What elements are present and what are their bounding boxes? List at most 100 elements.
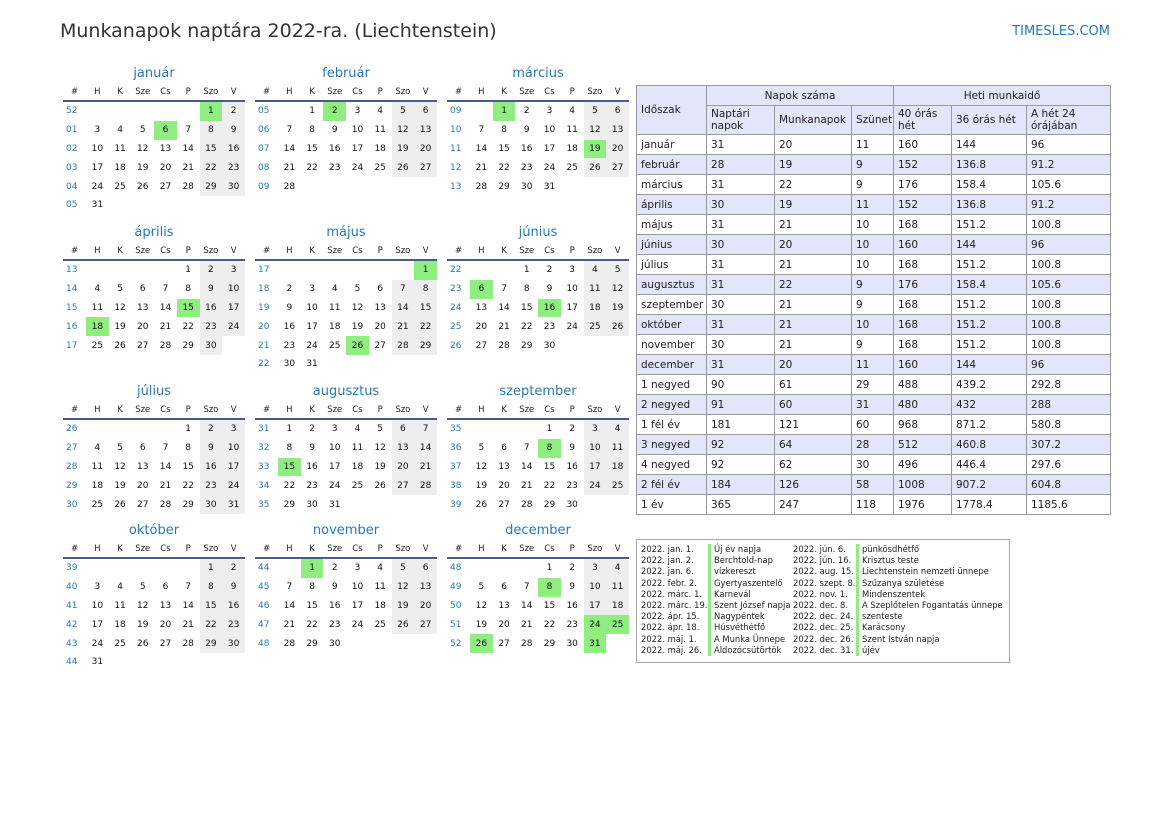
day-header: # bbox=[63, 540, 86, 559]
day-header: H bbox=[86, 540, 109, 559]
day-cell: 17 bbox=[222, 298, 245, 318]
summary-cell: 496 bbox=[893, 454, 952, 475]
day-cell: 25 bbox=[91, 499, 104, 510]
summary-cell: 90 bbox=[706, 374, 775, 395]
day-cell bbox=[346, 355, 369, 374]
day-cell: 20 bbox=[414, 596, 437, 616]
week-number: 10 bbox=[450, 125, 462, 136]
day-cell: 10 bbox=[351, 125, 364, 136]
day-header: Cs bbox=[538, 540, 561, 559]
week-row: 38 19 20 21 22 23 24 25 bbox=[447, 476, 629, 496]
summary-cell: 181 bbox=[706, 414, 775, 435]
day-cell: 12 bbox=[351, 302, 364, 313]
day-header: V bbox=[414, 401, 437, 420]
day-cell bbox=[323, 355, 346, 374]
day-cell: 14 bbox=[498, 302, 510, 313]
summary-table: Időszak Napok száma Heti munkaidő Naptár… bbox=[636, 85, 1112, 515]
day-cell: 24 bbox=[222, 317, 245, 337]
holiday-name: Új év napja bbox=[708, 544, 761, 556]
summary-cell: 1778.4 bbox=[951, 494, 1027, 515]
holiday-name: Húsvéthétfő bbox=[708, 622, 765, 634]
week-number: 18 bbox=[258, 284, 270, 295]
day-header: P bbox=[368, 401, 392, 420]
day-cell: 28 bbox=[283, 638, 296, 649]
summary-cell: 100.8 bbox=[1025, 334, 1112, 355]
day-cell bbox=[109, 653, 132, 672]
summary-cell: 1976 bbox=[893, 494, 952, 515]
period-label: január bbox=[636, 134, 707, 155]
day-cell: 1 bbox=[546, 563, 553, 574]
summary-cell: 1185.6 bbox=[1025, 494, 1112, 515]
summary-cell: 176 bbox=[893, 174, 952, 195]
summary-cell: 1008 bbox=[893, 474, 952, 495]
day-cell: 7 bbox=[391, 279, 415, 299]
day-cell: 15 bbox=[306, 143, 318, 154]
period-label: 2 fél év bbox=[636, 474, 707, 495]
day-cell: 21 bbox=[414, 457, 437, 477]
day-cell: 22 bbox=[414, 317, 437, 337]
summary-cell: 22 bbox=[774, 174, 852, 195]
week-number: 39 bbox=[450, 499, 462, 510]
header-offdays: Szünet bbox=[851, 105, 894, 135]
day-cell: 23 bbox=[199, 476, 223, 496]
day-header: K bbox=[108, 83, 132, 102]
week-row: 26 27 28 29 30 bbox=[447, 336, 629, 355]
day-cell bbox=[177, 196, 200, 215]
summary-row: 3 negyed 92 64 28 512 460.8 307.2 bbox=[636, 434, 1112, 455]
summary-cell: 11 bbox=[851, 354, 894, 375]
summary-cell: 31 bbox=[706, 274, 775, 295]
week-number: 09 bbox=[450, 106, 462, 117]
week-row: 09 1 2 3 4 5 6 bbox=[447, 101, 629, 121]
day-cell: 23 bbox=[329, 619, 341, 630]
day-cell: 30 bbox=[566, 638, 578, 649]
day-cell bbox=[414, 495, 437, 514]
holiday-row: 2022. febr. 2. Gyertyaszentelő 2022. szept… bbox=[641, 577, 1005, 589]
day-cell: 25 bbox=[606, 476, 629, 496]
summary-cell: 20 bbox=[774, 354, 852, 375]
week-row: 24 13 14 15 16 17 18 19 bbox=[447, 298, 629, 318]
day-cell bbox=[154, 558, 177, 578]
month-8: augusztus # H K Sze Cs P Szo V 31 1 2 3 4 5 6 7 32 8 9 10 11 1… bbox=[255, 383, 437, 514]
month-table: # H K Sze Cs P Szo V 17 1 18 2 3 4 5 6 7 8 19 9 10 11 12 13 14 15… bbox=[255, 242, 437, 374]
day-cell bbox=[414, 634, 437, 653]
day-cell: 21 bbox=[521, 619, 533, 630]
day-cell: 6 bbox=[501, 582, 507, 593]
week-number: 04 bbox=[66, 181, 78, 192]
day-cell: 10 bbox=[222, 438, 245, 458]
day-header: Sze bbox=[323, 83, 347, 102]
summary-cell: 28 bbox=[851, 434, 894, 455]
day-cell: 12 bbox=[374, 443, 386, 454]
day-cell: 18 bbox=[566, 143, 578, 154]
day-cell bbox=[154, 101, 177, 121]
site-link[interactable]: TIMESLES.COM bbox=[1012, 24, 1110, 39]
day-cell bbox=[392, 634, 415, 653]
day-cell: 15 bbox=[306, 600, 318, 611]
summary-cell: 64 bbox=[774, 434, 852, 455]
day-header: K bbox=[300, 540, 324, 559]
week-number: 44 bbox=[66, 657, 78, 668]
week-row: 44 1 2 3 4 5 6 bbox=[255, 558, 437, 578]
week-row: 47 21 22 23 24 25 26 27 bbox=[255, 615, 437, 635]
summary-cell: 30 bbox=[706, 334, 775, 355]
day-cell: 16 bbox=[222, 139, 245, 159]
holiday-name: Szűzanya születése bbox=[856, 577, 944, 589]
day-cell: 27 bbox=[498, 499, 510, 510]
summary-cell: 29 bbox=[851, 374, 894, 395]
summary-cell: 60 bbox=[851, 414, 894, 435]
summary-cell: 247 bbox=[774, 494, 852, 515]
day-cell: 8 bbox=[309, 125, 315, 136]
day-cell: 21 bbox=[498, 321, 510, 332]
day-cell: 5 bbox=[117, 443, 123, 454]
holiday-name: Berchtold-nap bbox=[708, 555, 773, 567]
day-header: P bbox=[560, 83, 584, 102]
week-row: 48 1 2 3 4 bbox=[447, 558, 629, 578]
day-cell: 3 bbox=[222, 260, 245, 280]
day-header: P bbox=[368, 242, 392, 261]
day-cell: 6 bbox=[470, 279, 493, 299]
day-cell: 20 bbox=[374, 321, 386, 332]
period-label: február bbox=[636, 154, 707, 175]
day-cell: 30 bbox=[283, 359, 296, 370]
day-cell: 22 bbox=[498, 162, 510, 173]
day-cell: 1 bbox=[309, 106, 315, 117]
day-header: H bbox=[278, 242, 301, 261]
